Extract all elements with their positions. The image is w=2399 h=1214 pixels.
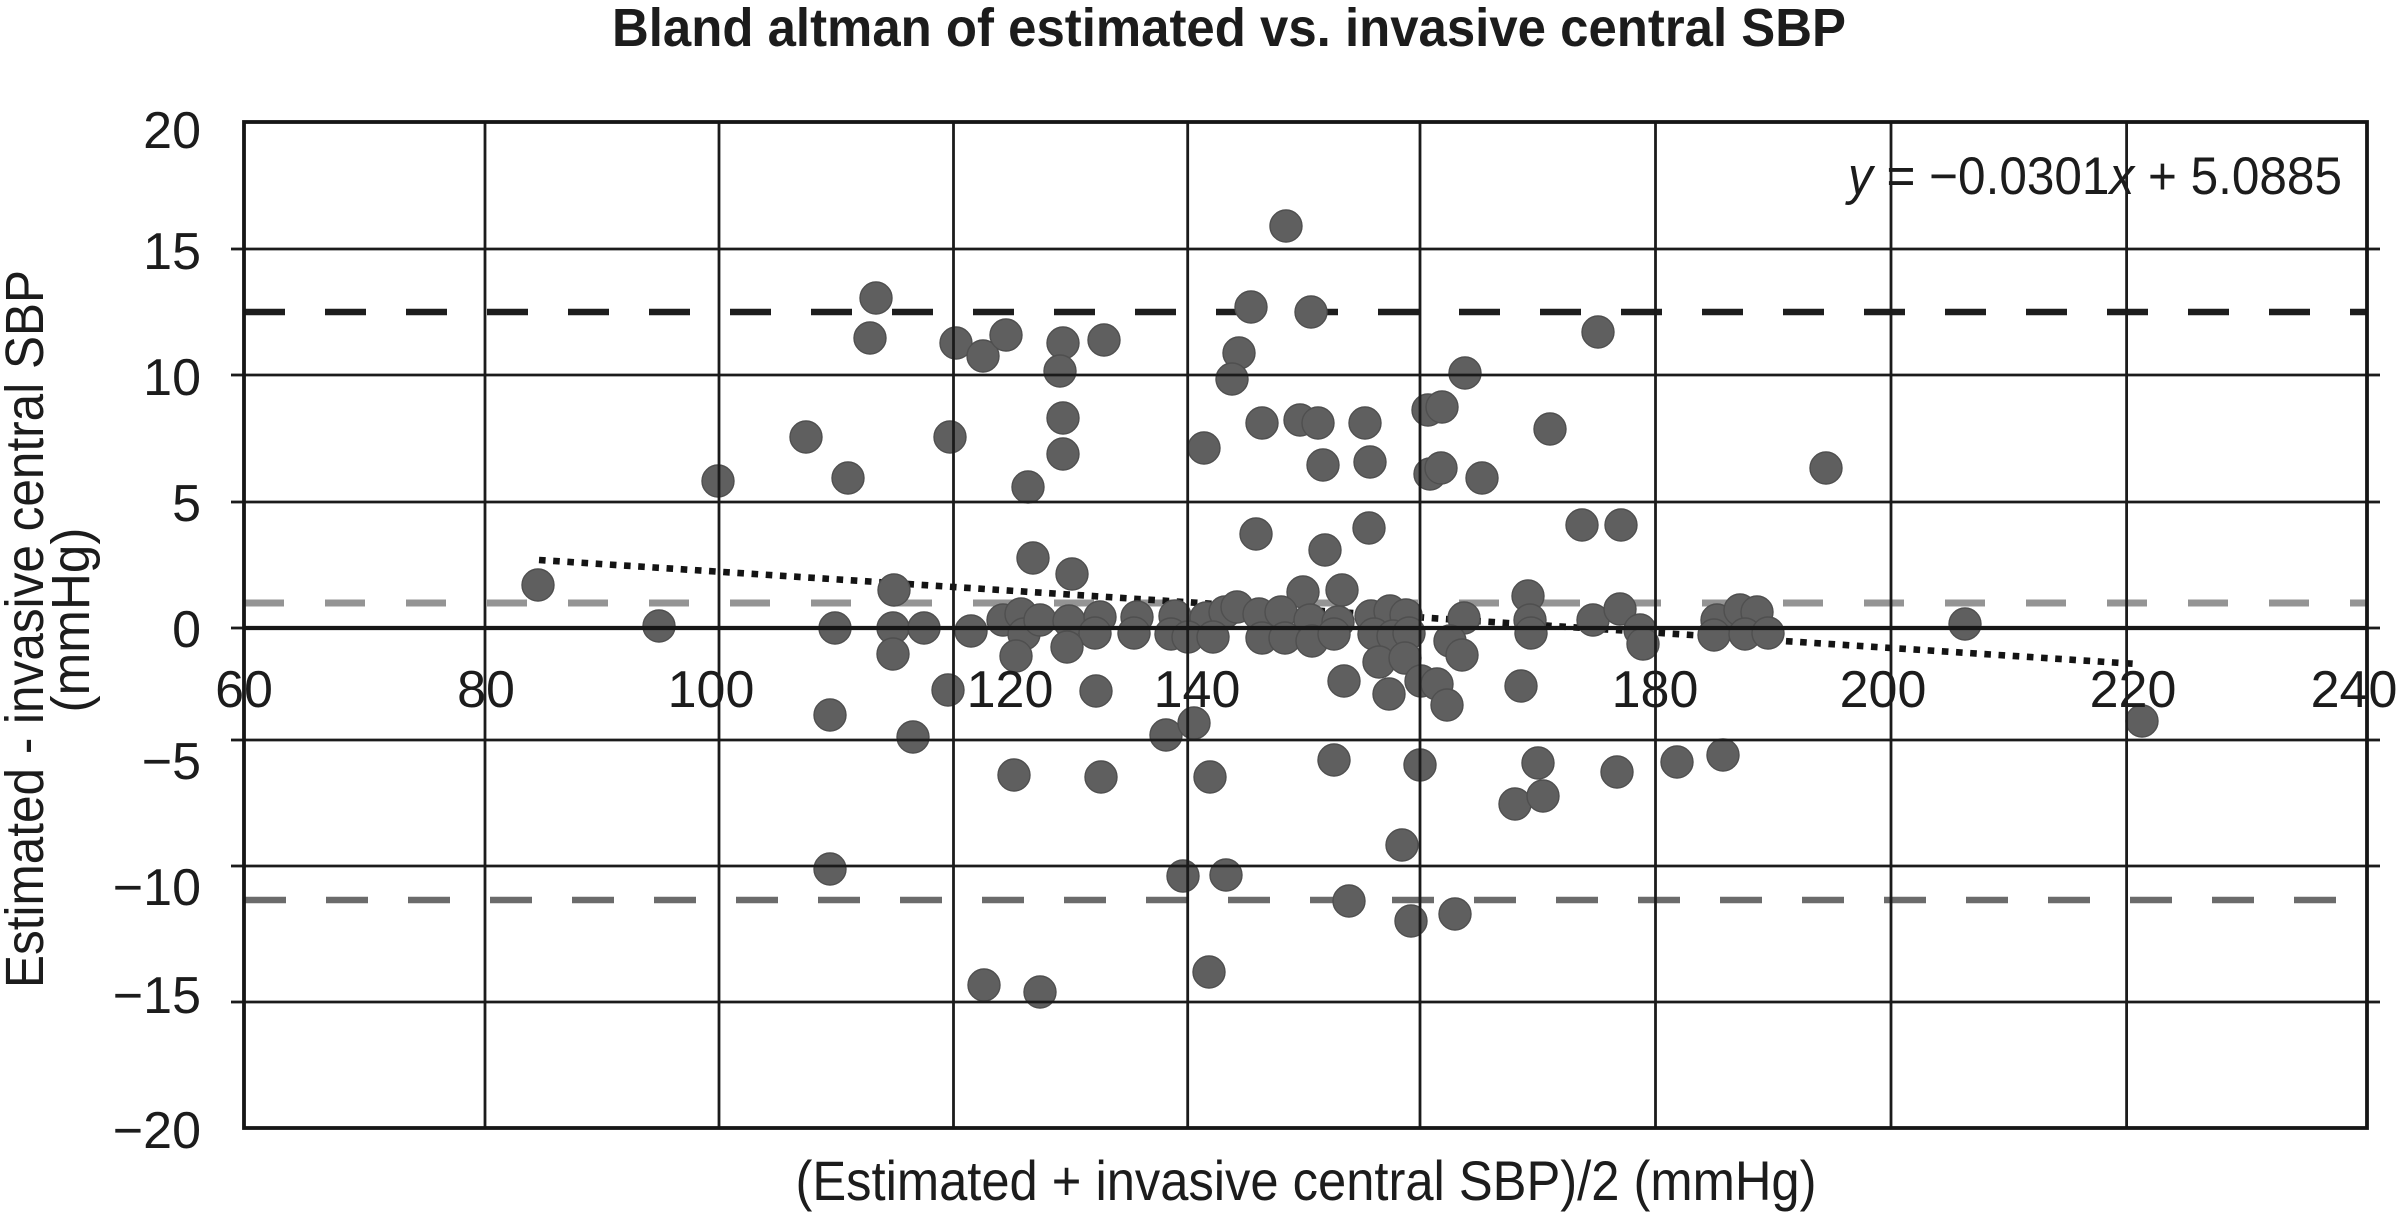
svg-text:100: 100: [668, 661, 755, 719]
svg-text:5: 5: [172, 475, 201, 533]
svg-text:140: 140: [1154, 661, 1241, 719]
svg-text:−10: −10: [113, 859, 201, 917]
svg-text:−20: −20: [113, 1102, 201, 1160]
svg-text:Estimated - invasive central S: Estimated - invasive central SBP: [0, 270, 55, 988]
svg-text:80: 80: [457, 661, 515, 719]
svg-text:20: 20: [143, 102, 201, 160]
svg-text:(Estimated + invasive central: (Estimated + invasive central SBP)/2 (mm…: [796, 1149, 1817, 1212]
svg-text:180: 180: [1612, 661, 1699, 719]
svg-text:10: 10: [143, 349, 201, 407]
svg-text:−15: −15: [113, 967, 201, 1025]
svg-text:220: 220: [2090, 661, 2177, 719]
svg-text:200: 200: [1840, 661, 1927, 719]
svg-text:240: 240: [2311, 661, 2398, 719]
svg-text:(mmHg): (mmHg): [41, 528, 101, 713]
svg-text:0: 0: [172, 601, 201, 659]
svg-text:120: 120: [967, 661, 1054, 719]
svg-text:Bland altman of estimated vs.: Bland altman of estimated vs. invasive c…: [612, 0, 1846, 58]
svg-text:60: 60: [215, 661, 273, 719]
svg-text:y = −0.0301x + 5.0885: y = −0.0301x + 5.0885: [1845, 147, 2342, 206]
svg-text:−5: −5: [142, 733, 201, 791]
svg-text:15: 15: [143, 223, 201, 281]
